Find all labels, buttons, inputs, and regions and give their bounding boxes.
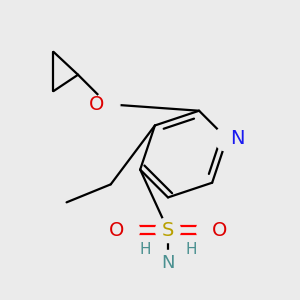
Circle shape (196, 218, 221, 243)
Text: O: O (89, 95, 104, 114)
Circle shape (156, 250, 180, 275)
Circle shape (95, 92, 120, 117)
Text: H: H (139, 242, 151, 257)
Circle shape (214, 126, 239, 151)
Text: S: S (162, 221, 174, 240)
Text: N: N (161, 254, 175, 272)
Text: N: N (230, 129, 245, 148)
Text: O: O (212, 221, 227, 240)
Text: O: O (109, 221, 124, 240)
Text: H: H (185, 242, 196, 257)
Circle shape (115, 218, 140, 243)
Circle shape (156, 218, 180, 243)
